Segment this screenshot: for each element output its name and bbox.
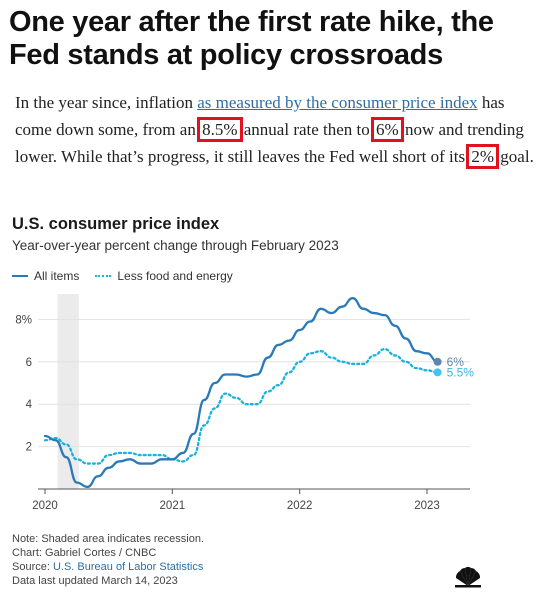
footer-source-link[interactable]: U.S. Bureau of Labor Statistics xyxy=(52,561,204,573)
x-tick-label: 2020 xyxy=(32,500,58,512)
x-tick-label: 2021 xyxy=(160,500,186,512)
x-tick-label: 2023 xyxy=(414,500,440,512)
end-point-core xyxy=(433,368,442,377)
highlight-6-percent: 6% xyxy=(371,117,404,142)
end-label-all-items: 6% xyxy=(447,355,465,369)
highlight-2-percent: 2% xyxy=(466,144,500,169)
legend-item-all-items: All items xyxy=(12,269,79,283)
article-text-5: goal. xyxy=(496,147,534,166)
cpi-line-chart: 2 4 6 8% 2020 2021 2022 2023 5.5%6% xyxy=(15,293,475,512)
y-tick-label: 6 xyxy=(26,357,32,369)
legend-label-core: Less food and energy xyxy=(117,269,233,283)
series-line-all-items xyxy=(43,297,439,489)
article-paragraph: In the year since, inflation as measured… xyxy=(15,89,545,170)
footer-updated: Data last updated March 14, 2023 xyxy=(12,575,178,587)
article-text-4: now and trending lower. While that’s pro… xyxy=(15,120,524,166)
chart-title: U.S. consumer price index xyxy=(12,215,220,233)
cpi-link[interactable]: as measured by the consumer price index xyxy=(197,93,478,112)
legend-swatch-dotted xyxy=(95,275,112,277)
footer-source-label: Source: xyxy=(12,561,53,573)
y-tick-label: 8% xyxy=(15,314,32,326)
article-text-1: In the year since, inflation xyxy=(15,93,198,112)
y-tick-label: 4 xyxy=(26,399,33,411)
highlight-8-5-percent: 8.5% xyxy=(197,117,243,142)
cnbc-peacock-icon xyxy=(455,567,481,588)
recession-band xyxy=(57,293,79,489)
chart-legend: All items Less food and energy xyxy=(12,269,249,283)
end-point-all-items xyxy=(433,357,442,366)
y-tick-label: 2 xyxy=(26,442,32,454)
chart-subtitle: Year-over-year percent change through Fe… xyxy=(12,238,339,253)
article-text-2: has come down some, from an xyxy=(15,93,505,139)
series-line-core xyxy=(43,347,439,465)
article-text-3: annual rate then to xyxy=(239,120,375,139)
x-tick-label: 2022 xyxy=(287,500,313,512)
legend-item-core: Less food and energy xyxy=(95,269,233,283)
footer-credit: Chart: Gabriel Cortes / CNBC xyxy=(12,547,157,559)
chart-footer: Note: Shaded area indicates recession. C… xyxy=(12,532,204,588)
legend-label-all-items: All items xyxy=(34,269,80,283)
footer-note: Note: Shaded area indicates recession. xyxy=(12,533,205,545)
headline: One year after the first rate hike, the … xyxy=(9,6,494,71)
footer-source: Source: U.S. Bureau of Labor Statistics xyxy=(12,560,204,574)
end-label-core: 5.5% xyxy=(447,365,475,379)
legend-swatch-solid xyxy=(12,275,28,277)
